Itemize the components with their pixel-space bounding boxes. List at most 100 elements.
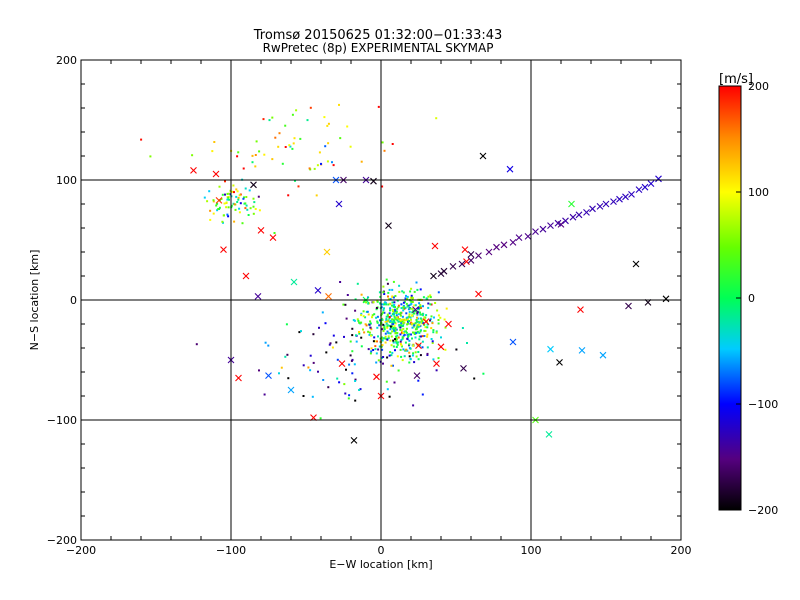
x-tick-label: −100 bbox=[216, 544, 246, 557]
scatter-dot bbox=[281, 162, 284, 165]
scatter-dot bbox=[399, 319, 402, 322]
scatter-dot bbox=[392, 345, 395, 348]
scatter-dot bbox=[315, 194, 318, 197]
scatter-dot bbox=[348, 394, 351, 397]
scatter-dot bbox=[437, 319, 440, 321]
scatter-dot bbox=[376, 340, 378, 343]
scatter-dot bbox=[360, 312, 363, 315]
scatter-dot bbox=[419, 313, 422, 316]
scatter-x-marker bbox=[467, 251, 475, 258]
colorbar: [m/s] 200 100 0 −100 −200 bbox=[718, 72, 778, 517]
scatter-dot bbox=[427, 295, 430, 298]
scatter-dot bbox=[226, 192, 229, 195]
colorbar-tick-label: −200 bbox=[748, 504, 778, 517]
scatter-dot bbox=[252, 197, 255, 200]
scatter-dot bbox=[419, 330, 422, 333]
scatter-dot bbox=[391, 325, 394, 328]
scatter-dot bbox=[367, 302, 370, 305]
scatter-dot bbox=[437, 322, 440, 325]
scatter-dot bbox=[401, 315, 404, 318]
scatter-dot bbox=[433, 316, 435, 319]
scatter-x-marker bbox=[458, 260, 466, 268]
scatter-dot bbox=[309, 369, 312, 372]
scatter-dot bbox=[338, 381, 341, 384]
scatter-dot bbox=[437, 291, 440, 294]
scatter-dot bbox=[284, 124, 287, 127]
scatter-dot bbox=[426, 352, 429, 355]
scatter-dot bbox=[351, 358, 354, 361]
scatter-dot bbox=[395, 312, 398, 314]
scatter-dot bbox=[413, 361, 416, 364]
scatter-dot bbox=[398, 284, 401, 287]
scatter-dot bbox=[344, 392, 347, 395]
scatter-dot bbox=[409, 358, 412, 361]
scatter-x-marker bbox=[589, 205, 596, 213]
scatter-x-marker bbox=[539, 225, 547, 233]
scatter-dot bbox=[397, 306, 400, 309]
scatter-x-marker bbox=[628, 191, 635, 198]
scatter-dot bbox=[402, 324, 405, 327]
scatter-dot bbox=[415, 320, 418, 323]
scatter-dot bbox=[343, 383, 346, 386]
scatter-dot bbox=[410, 318, 412, 321]
scatter-dot bbox=[399, 326, 402, 329]
scatter-dot bbox=[418, 332, 421, 334]
scatter-dot bbox=[432, 329, 435, 332]
scatter-dot bbox=[385, 315, 388, 318]
scatter-dot bbox=[381, 318, 384, 321]
scatter-dot bbox=[372, 301, 375, 304]
scatter-dot bbox=[455, 348, 458, 351]
scatter-dot bbox=[271, 116, 274, 119]
scatter-dot bbox=[389, 320, 392, 322]
scatter-dot bbox=[387, 336, 390, 339]
scatter-dot bbox=[399, 340, 402, 343]
scatter-dot bbox=[377, 105, 380, 108]
scatter-dot bbox=[423, 318, 426, 321]
scatter-dot bbox=[246, 208, 249, 211]
scatter-dot bbox=[321, 311, 324, 314]
scatter-dot bbox=[385, 319, 388, 322]
scatter-dot bbox=[426, 333, 429, 336]
scatter-x-marker bbox=[335, 200, 343, 208]
scatter-dot bbox=[236, 201, 239, 203]
scatter-dot bbox=[312, 361, 315, 364]
scatter-dot bbox=[416, 316, 418, 319]
scatter-dot bbox=[436, 309, 439, 312]
scatter-x-marker bbox=[212, 170, 220, 178]
scatter-x-marker bbox=[485, 248, 493, 256]
scatter-dot bbox=[309, 354, 312, 357]
scatter-x-marker bbox=[460, 365, 467, 372]
scatter-dot bbox=[418, 321, 421, 324]
scatter-dot bbox=[391, 318, 394, 321]
scatter-x-marker bbox=[509, 338, 517, 346]
scatter-dot bbox=[393, 304, 396, 306]
scatter-dot bbox=[233, 203, 236, 206]
scatter-dot bbox=[378, 324, 381, 327]
scatter-dot bbox=[383, 324, 386, 327]
scatter-dot bbox=[292, 142, 295, 145]
scatter-dot bbox=[405, 331, 408, 334]
scatter-dot bbox=[383, 328, 386, 331]
scatter-dot bbox=[367, 330, 370, 333]
scatter-dot bbox=[416, 288, 419, 291]
scatter-dot bbox=[360, 293, 363, 296]
scatter-dot bbox=[398, 290, 401, 293]
scatter-dot bbox=[393, 315, 396, 318]
scatter-dot bbox=[366, 310, 369, 313]
scatter-dot bbox=[257, 195, 260, 198]
scatter-dot bbox=[327, 386, 330, 389]
scatter-dot bbox=[377, 359, 380, 362]
scatter-dot bbox=[409, 322, 412, 325]
scatter-dot bbox=[429, 318, 432, 321]
scatter-dot bbox=[370, 328, 373, 331]
scatter-dot bbox=[322, 379, 325, 381]
scatter-dot bbox=[385, 303, 388, 306]
scatter-dot bbox=[312, 333, 315, 336]
scatter-dot bbox=[211, 150, 214, 153]
scatter-x-marker bbox=[430, 272, 437, 280]
scatter-dot bbox=[396, 316, 398, 319]
scatter-dot bbox=[400, 322, 403, 324]
scatter-dot bbox=[408, 351, 411, 354]
scatter-dot bbox=[408, 339, 411, 342]
scatter-dot bbox=[401, 337, 404, 340]
